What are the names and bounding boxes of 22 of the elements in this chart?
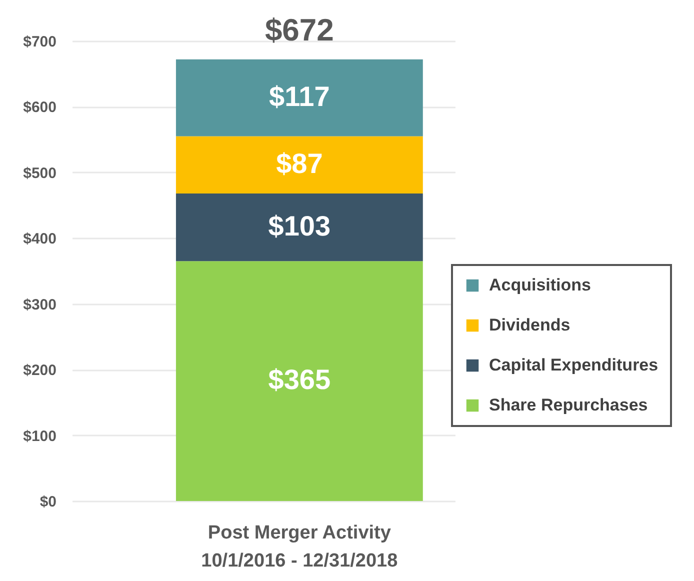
y-tick-label: $0 xyxy=(40,494,56,510)
legend-label: Capital Expenditures xyxy=(489,356,658,375)
bar xyxy=(176,59,423,136)
bar xyxy=(176,261,423,501)
legend-label: Share Repurchases xyxy=(489,396,648,415)
data-label: $365 xyxy=(268,364,331,396)
data-label: $117 xyxy=(269,80,330,112)
total-label: $672 xyxy=(264,12,334,48)
x-tick-label: Post Merger Activity 10/1/2016 - 12/31/2018 xyxy=(201,522,398,572)
y-tick-label: $700 xyxy=(23,34,56,50)
legend-label: Dividends xyxy=(489,316,570,335)
bar xyxy=(176,136,423,194)
data-label: $87 xyxy=(276,148,323,179)
y-tick-label: $200 xyxy=(23,362,56,380)
y-tick-label: $600 xyxy=(23,99,56,116)
data-label: $103 xyxy=(268,210,331,242)
legend-label: Acquisitions xyxy=(489,276,592,295)
y-tick-label: $100 xyxy=(23,428,56,445)
bar xyxy=(176,193,423,262)
y-tick-label: $500 xyxy=(23,164,56,182)
y-tick-label: $400 xyxy=(23,230,56,248)
y-tick-label: $300 xyxy=(23,296,56,314)
